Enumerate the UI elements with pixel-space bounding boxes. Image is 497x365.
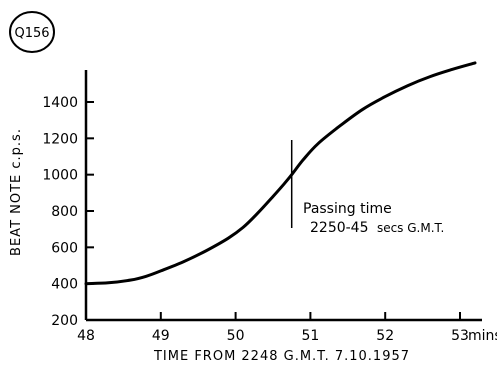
- x-ticks: 48 49 50 51 52 53: [77, 312, 469, 344]
- annotation-line2: 2250-45 secs G.M.T.: [310, 220, 444, 236]
- x-tick-label: 52: [376, 328, 394, 344]
- figure-id-label: Q156: [14, 26, 49, 41]
- x-tick-label: 50: [227, 328, 245, 344]
- y-tick-label: 800: [51, 204, 78, 220]
- x-tick-label: 48: [77, 328, 95, 344]
- y-tick-label: 1400: [42, 95, 78, 111]
- x-tick-label: 51: [301, 328, 319, 344]
- y-tick-label: 200: [51, 313, 78, 329]
- y-tick-label: 400: [51, 277, 78, 293]
- annotation-time: 2250-45: [310, 220, 369, 236]
- annotation-time-suffix: secs G.M.T.: [377, 221, 444, 235]
- x-tick-label: 49: [152, 328, 170, 344]
- y-axis-title: BEAT NOTE c.p.s.: [9, 128, 24, 256]
- x-axis-title: TIME FROM 2248 G.M.T. 7.10.1957: [153, 349, 410, 364]
- y-tick-label: 1200: [42, 131, 78, 147]
- y-tick-label: 600: [51, 240, 78, 256]
- x-tick-label: 53: [451, 328, 469, 344]
- annotation-line1: Passing time: [303, 201, 392, 217]
- series-line: [84, 61, 477, 286]
- y-tick-label: 1000: [42, 168, 78, 184]
- x-unit-label: mins: [468, 328, 497, 344]
- figure-id-badge: Q156: [9, 11, 55, 53]
